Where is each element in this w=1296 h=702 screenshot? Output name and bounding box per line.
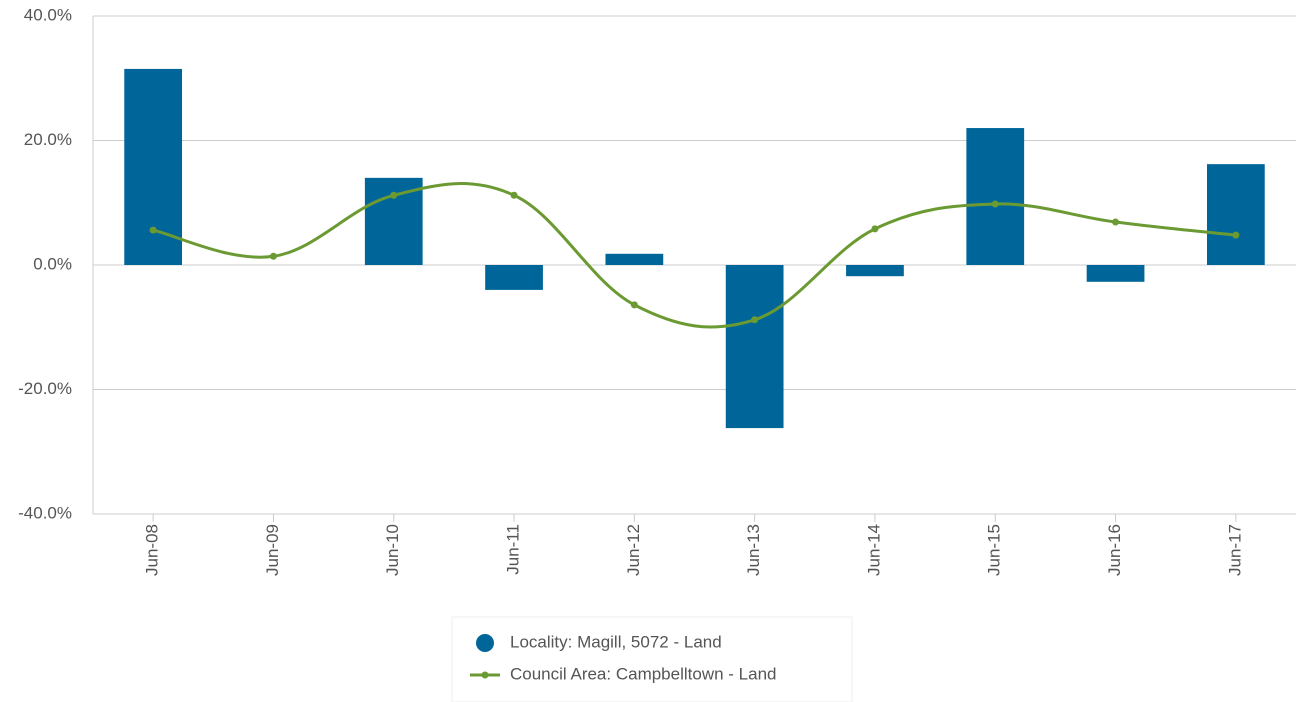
legend-box xyxy=(451,616,853,702)
x-tick-label: Jun-08 xyxy=(143,524,162,576)
bar xyxy=(966,128,1025,265)
bar xyxy=(605,253,664,265)
x-tick-label: Jun-14 xyxy=(864,524,883,576)
x-tick-label: Jun-12 xyxy=(624,524,643,576)
line-point xyxy=(630,301,638,309)
legend-label: Council Area: Campbelltown - Land xyxy=(510,664,776,683)
line-point xyxy=(510,191,518,199)
y-tick-label: 40.0% xyxy=(24,5,72,24)
line-point xyxy=(751,316,759,324)
x-tick-label: Jun-13 xyxy=(744,524,763,576)
line-point xyxy=(149,226,157,234)
y-tick-label: -20.0% xyxy=(18,379,72,398)
x-tick-label: Jun-16 xyxy=(1105,524,1124,576)
bar xyxy=(1206,164,1265,265)
line-point xyxy=(269,252,277,260)
x-tick-label: Jun-09 xyxy=(263,524,282,576)
y-tick-label: 20.0% xyxy=(24,130,72,149)
bar xyxy=(1086,265,1145,282)
legend-marker xyxy=(476,634,494,652)
y-tick-label: 0.0% xyxy=(33,254,72,273)
line-point xyxy=(991,200,999,208)
line-point xyxy=(1112,218,1120,226)
x-tick-label: Jun-15 xyxy=(985,524,1004,576)
legend-label: Locality: Magill, 5072 - Land xyxy=(510,632,722,651)
bar xyxy=(485,265,543,290)
line-point xyxy=(390,191,398,199)
bar xyxy=(725,265,784,429)
bar xyxy=(846,265,904,277)
x-tick-label: Jun-10 xyxy=(383,524,402,576)
line-point xyxy=(1232,231,1240,239)
legend-marker xyxy=(481,671,489,679)
x-tick-label: Jun-17 xyxy=(1225,524,1244,576)
y-tick-label: -40.0% xyxy=(18,503,72,522)
x-tick-label: Jun-11 xyxy=(504,524,523,575)
line-point xyxy=(871,225,879,233)
line xyxy=(152,182,1237,329)
